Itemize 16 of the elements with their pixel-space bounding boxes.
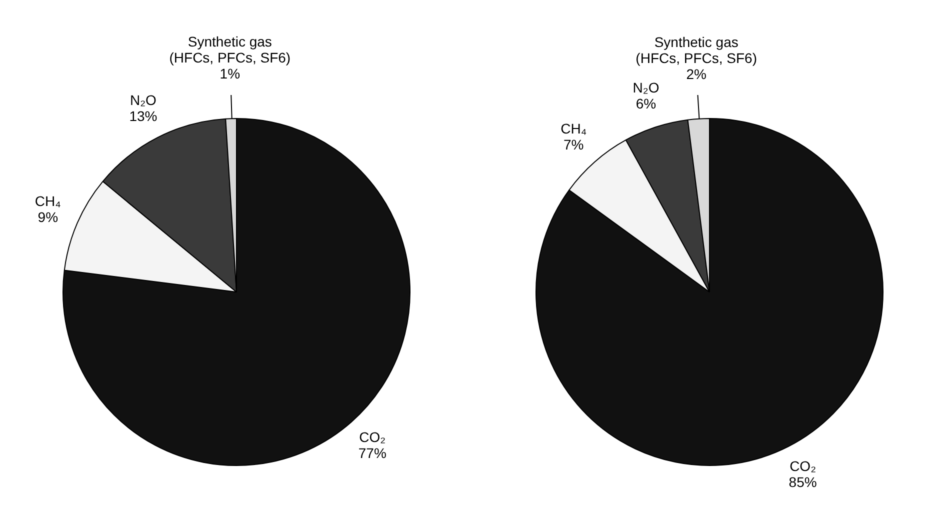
slice-label: Synthetic gas (HFCs, PFCs, SF6) xyxy=(169,33,291,66)
data-label: 13% xyxy=(129,108,158,124)
slice-label: CO₂ xyxy=(359,429,386,446)
data-label: 1% xyxy=(220,65,240,82)
slice-label: N₂O xyxy=(130,92,157,108)
slice-label: CO₂ xyxy=(790,458,816,474)
slice-label: N₂O xyxy=(632,79,660,96)
data-label: 77% xyxy=(358,445,386,462)
data-label: 9% xyxy=(38,209,58,226)
data-label: 2% xyxy=(686,66,706,82)
data-label: 85% xyxy=(788,474,817,490)
slice-label: Synthetic gas (HFCs, PFCs, SF6) xyxy=(636,34,758,66)
slice-label: CH₄ xyxy=(560,120,587,137)
slice-label: CH₄ xyxy=(34,193,62,210)
data-label: 7% xyxy=(563,136,584,153)
data-label: 6% xyxy=(636,95,656,112)
